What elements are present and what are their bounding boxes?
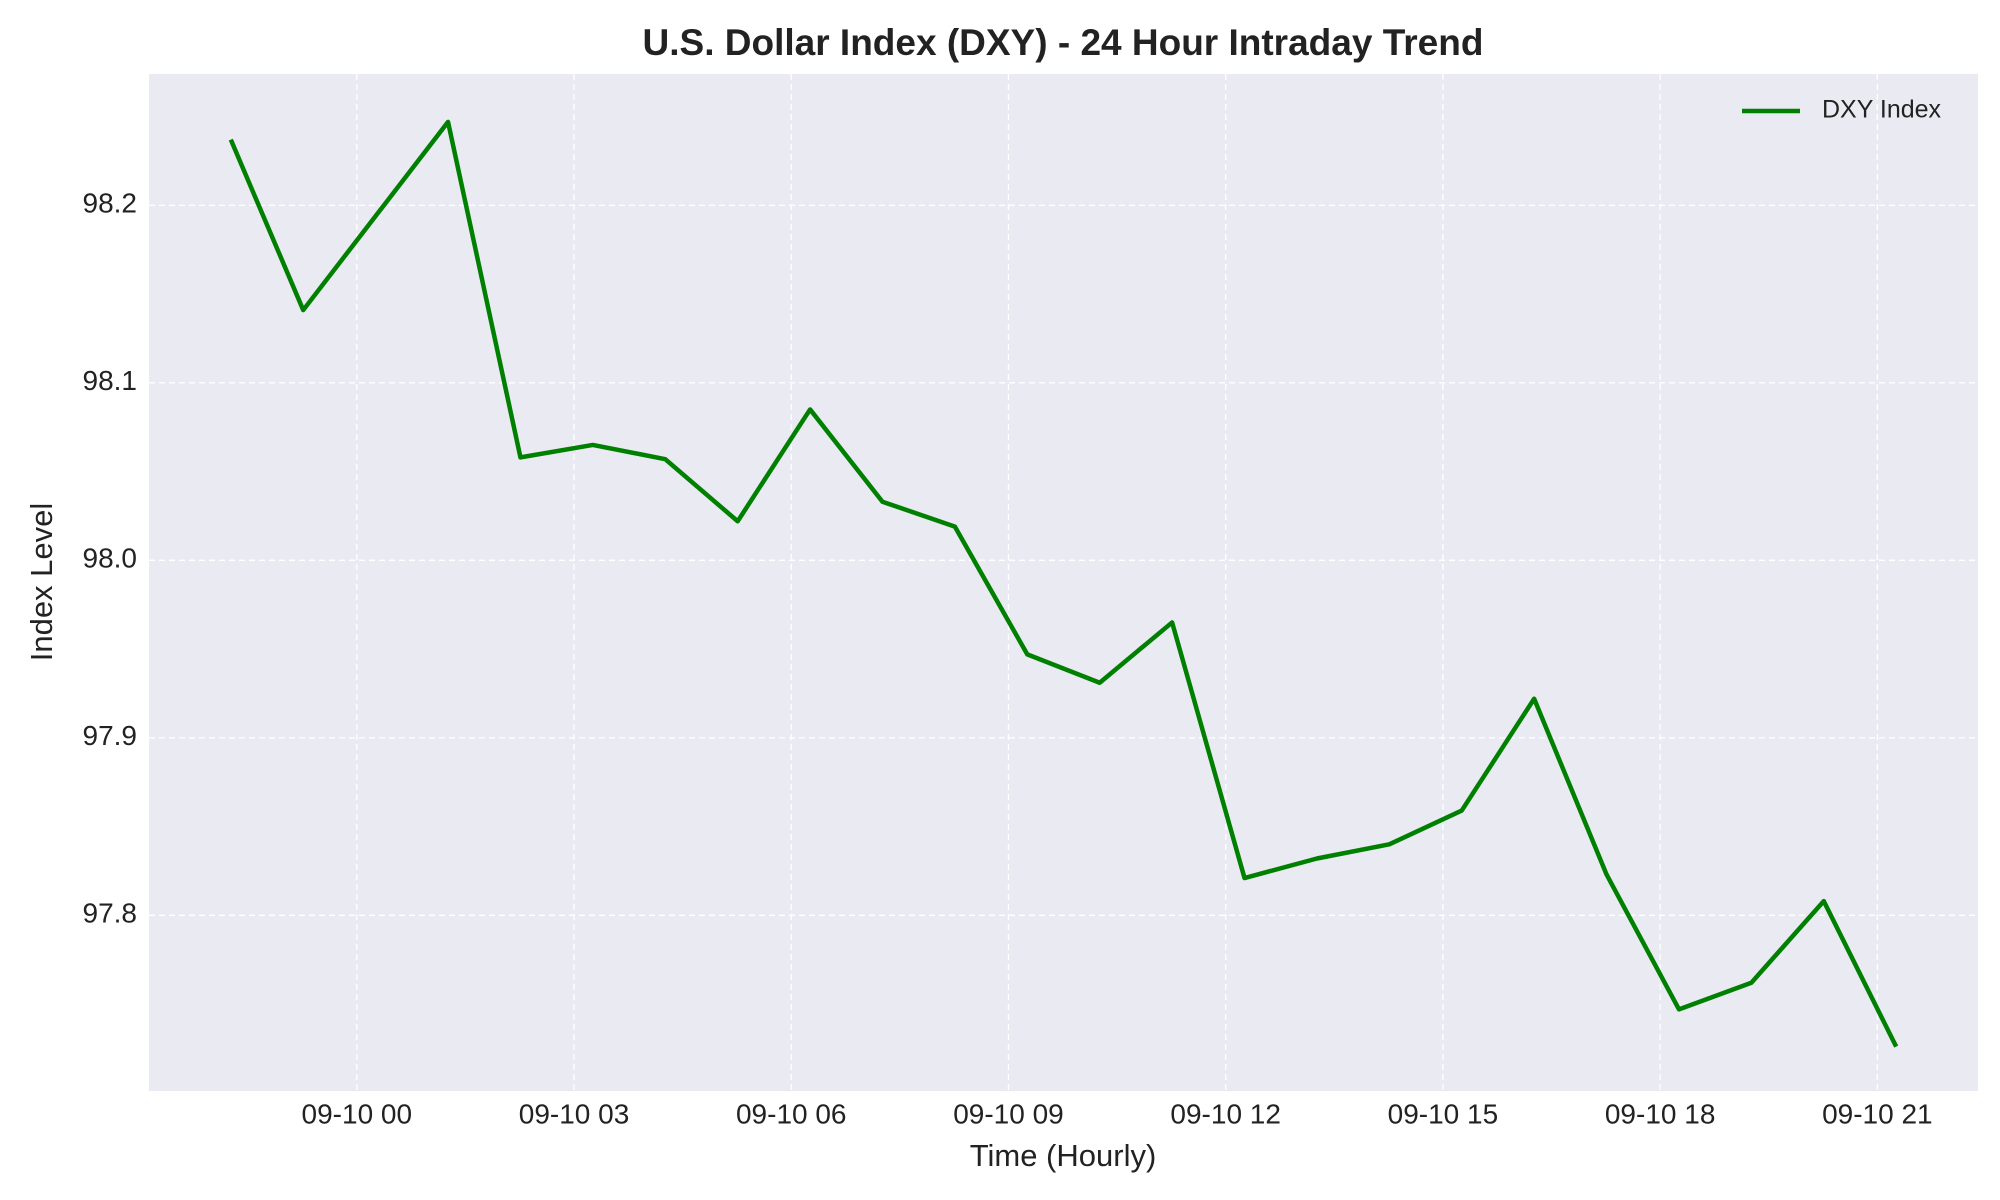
x-tick-label: 09-10 09 — [953, 1098, 1064, 1129]
x-axis-label: Time (Hourly) — [970, 1138, 1157, 1173]
y-tick-label: 98.1 — [83, 365, 138, 396]
y-axis-label: Index Level — [24, 503, 59, 662]
x-tick-label: 09-10 18 — [1605, 1098, 1716, 1129]
x-tick-label: 09-10 03 — [519, 1098, 630, 1129]
y-tick-label: 98.0 — [83, 543, 138, 574]
data-line — [228, 119, 1899, 1048]
plot-area — [149, 74, 1978, 1091]
chart-title: U.S. Dollar Index (DXY) - 24 Hour Intrad… — [643, 22, 1484, 63]
x-tick-label: 09-10 21 — [1822, 1098, 1933, 1129]
y-tick-label: 97.9 — [83, 720, 138, 751]
x-tick-label: 09-10 15 — [1388, 1098, 1499, 1129]
x-tick-label: 09-10 00 — [302, 1098, 413, 1129]
x-tick-label: 09-10 12 — [1170, 1098, 1281, 1129]
y-tick-label: 97.8 — [83, 898, 138, 929]
y-tick-label: 98.2 — [83, 188, 138, 219]
x-tick-label: 09-10 06 — [736, 1098, 847, 1129]
legend-label: DXY Index — [1822, 96, 1942, 124]
